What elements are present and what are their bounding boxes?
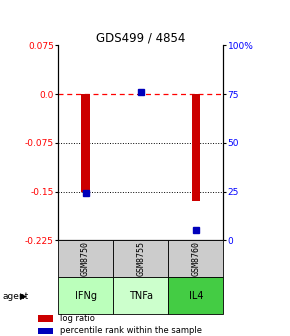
- Text: log ratio: log ratio: [60, 314, 95, 323]
- Text: agent: agent: [3, 292, 29, 301]
- Bar: [168, 277, 223, 314]
- Bar: [38, 315, 53, 322]
- Bar: [58, 277, 113, 314]
- Bar: [113, 277, 168, 314]
- Bar: [137, 94, 145, 95]
- Text: TNFa: TNFa: [129, 291, 153, 301]
- Bar: [81, 94, 90, 192]
- Text: IL4: IL4: [188, 291, 203, 301]
- Bar: [192, 94, 200, 201]
- Bar: [113, 240, 168, 277]
- Text: GSM8750: GSM8750: [81, 241, 90, 276]
- Text: IFNg: IFNg: [75, 291, 97, 301]
- Text: percentile rank within the sample: percentile rank within the sample: [60, 327, 202, 335]
- Bar: [38, 328, 53, 334]
- Text: ▶: ▶: [20, 292, 27, 301]
- Text: GSM8755: GSM8755: [136, 241, 145, 276]
- Bar: [168, 240, 223, 277]
- Text: GSM8760: GSM8760: [191, 241, 200, 276]
- Title: GDS499 / 4854: GDS499 / 4854: [96, 31, 185, 44]
- Bar: [58, 240, 113, 277]
